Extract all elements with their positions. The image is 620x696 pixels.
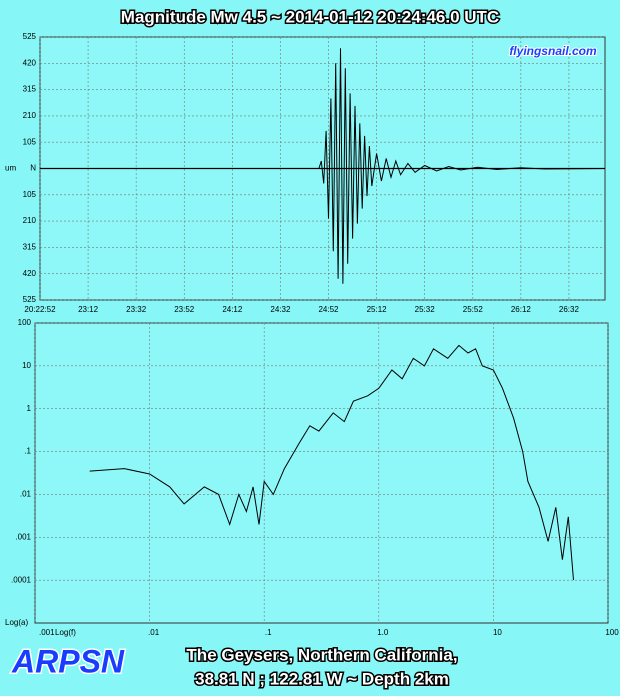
x-tick-label: 24:32: [270, 305, 291, 314]
coordinates: 38.81 N ; 122.81 W ~ Depth 2km: [195, 669, 449, 688]
data-line: [89, 344, 574, 581]
x-tick-label: 24:12: [222, 305, 243, 314]
x-tick-label: 26:32: [559, 305, 580, 314]
location: The Geysers, Northern California,: [186, 645, 457, 664]
y-tick-label: N: [30, 164, 36, 173]
y-tick-label: 315: [23, 243, 37, 252]
x-tick-label: .001: [39, 628, 55, 637]
x-tick-label: 1.0: [377, 628, 389, 637]
y-tick-label: 100: [18, 318, 32, 327]
data-line: [40, 48, 606, 284]
x-tick-label: .01: [148, 628, 160, 637]
x-tick-label: 25:52: [463, 305, 484, 314]
y-tick-label: .0001: [11, 575, 32, 584]
network-name: ARPSN: [11, 643, 125, 679]
y-tick-label: .001: [15, 532, 31, 541]
y-tick-label: .01: [20, 490, 32, 499]
y-tick-label: 420: [23, 269, 37, 278]
y-tick-label: 105: [23, 190, 37, 199]
x-tick-label: 100: [605, 628, 619, 637]
y-tick-label: 525: [23, 295, 37, 304]
y-axis-label: Log(a): [5, 618, 28, 627]
x-tick-label: 10: [493, 628, 502, 637]
y-tick-label: .1: [24, 447, 31, 456]
chart-title: Magnitude Mw 4.5 ~ 2014-01-12 20:24:46.0…: [121, 7, 499, 26]
x-tick-label: 23:32: [126, 305, 147, 314]
x-tick-label: 26:12: [511, 305, 532, 314]
x-axis-label: Log(f): [55, 628, 76, 637]
y-tick-label: 420: [23, 58, 37, 67]
y-tick-label: 1: [27, 404, 32, 413]
x-tick-label: 25:12: [367, 305, 388, 314]
x-tick-label: .1: [265, 628, 272, 637]
y-tick-label: 210: [23, 216, 37, 225]
y-tick-label: 525: [23, 32, 37, 41]
y-tick-label: 10: [22, 361, 31, 370]
x-tick-label: 25:32: [415, 305, 436, 314]
y-tick-label: 315: [23, 85, 37, 94]
y-tick-label: 210: [23, 111, 37, 120]
y-tick-label: 105: [23, 137, 37, 146]
watermark: flyingsnail.com: [509, 44, 597, 58]
x-tick-label: 23:12: [78, 305, 99, 314]
x-tick-label: 24:52: [318, 305, 339, 314]
x-tick-label: 23:52: [174, 305, 195, 314]
x-tick-label: 20:22:52: [24, 305, 56, 314]
plot-area: [34, 322, 609, 624]
y-axis-label: um: [5, 164, 16, 173]
